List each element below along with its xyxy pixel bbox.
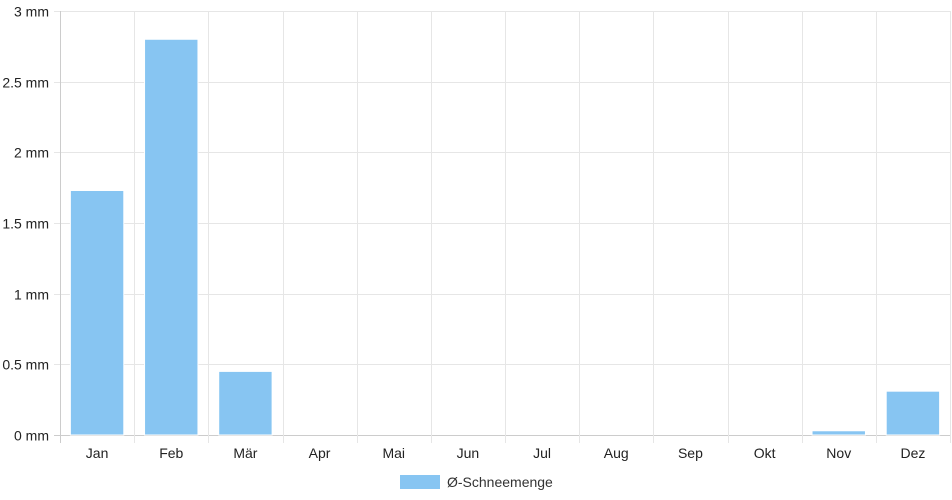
- y-tick-label: 0.5 mm: [2, 357, 49, 373]
- x-tick-label: Okt: [754, 445, 776, 461]
- x-tick-label: Aug: [604, 445, 629, 461]
- x-tick-label: Jun: [457, 445, 480, 461]
- x-tick-label: Nov: [826, 445, 851, 461]
- bar-jan[interactable]: [69, 189, 125, 436]
- y-tick-label: 1 mm: [14, 287, 49, 303]
- y-tick-label: 3 mm: [14, 4, 49, 20]
- bar-dez[interactable]: [885, 390, 941, 436]
- legend-label[interactable]: Ø-Schneemenge: [447, 474, 553, 490]
- bar-mär[interactable]: [218, 370, 273, 436]
- bar-feb[interactable]: [144, 38, 199, 436]
- y-tick-label: 0 mm: [14, 428, 49, 444]
- bars: [69, 38, 941, 436]
- x-tick-label: Sep: [678, 445, 703, 461]
- bar-nov[interactable]: [811, 430, 866, 436]
- x-tick-label: Jan: [86, 445, 109, 461]
- x-tick-label: Mär: [233, 445, 257, 461]
- legend[interactable]: Ø-Schneemenge: [400, 474, 553, 490]
- x-tick-label: Dez: [900, 445, 925, 461]
- x-tick-label: Feb: [159, 445, 183, 461]
- grid-lines: [54, 11, 951, 443]
- x-tick-label: Mai: [382, 445, 405, 461]
- y-axis: 0 mm 0.5 mm 1 mm 1.5 mm 2 mm 2.5 mm 3 mm: [2, 4, 49, 444]
- x-axis: Jan Feb Mär Apr Mai Jun Jul Aug Sep Okt Nov Dez: [86, 445, 926, 461]
- x-tick-label: Jul: [533, 445, 551, 461]
- y-tick-label: 2.5 mm: [2, 75, 49, 91]
- y-tick-label: 1.5 mm: [2, 216, 49, 232]
- legend-swatch[interactable]: [400, 475, 440, 489]
- y-tick-label: 2 mm: [14, 145, 49, 161]
- x-tick-label: Apr: [309, 445, 331, 461]
